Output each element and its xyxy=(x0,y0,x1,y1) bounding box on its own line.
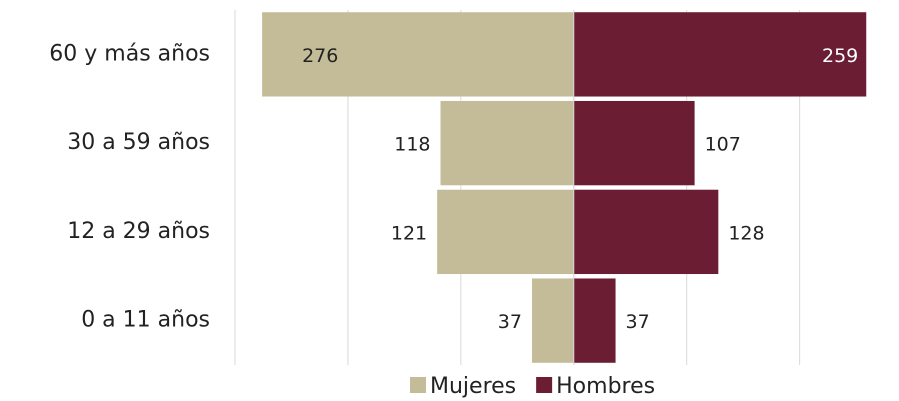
legend-label: Hombres xyxy=(556,374,655,399)
bar xyxy=(437,189,574,275)
legend-label: Mujeres xyxy=(430,374,516,399)
data-label: 118 xyxy=(394,134,430,156)
legend-swatch xyxy=(410,377,426,393)
data-label: 128 xyxy=(728,222,764,244)
y-tick-label: 60 y más años xyxy=(49,41,210,66)
bar xyxy=(573,189,719,275)
y-tick-label: 30 a 59 años xyxy=(67,130,210,155)
legend-swatch xyxy=(536,377,553,393)
data-label: 107 xyxy=(705,134,741,156)
data-label: 37 xyxy=(626,311,650,333)
data-label: 259 xyxy=(822,45,858,67)
y-tick-label: 12 a 29 años xyxy=(67,219,210,244)
y-tick-label: 0 a 11 años xyxy=(81,308,210,333)
bar xyxy=(573,278,616,363)
data-label: 37 xyxy=(498,311,522,333)
data-label: 121 xyxy=(391,222,427,244)
bar xyxy=(262,12,574,97)
bar xyxy=(573,12,867,97)
bar xyxy=(531,278,574,363)
bar xyxy=(440,100,574,186)
data-label: 276 xyxy=(302,45,338,67)
bar xyxy=(573,100,695,186)
